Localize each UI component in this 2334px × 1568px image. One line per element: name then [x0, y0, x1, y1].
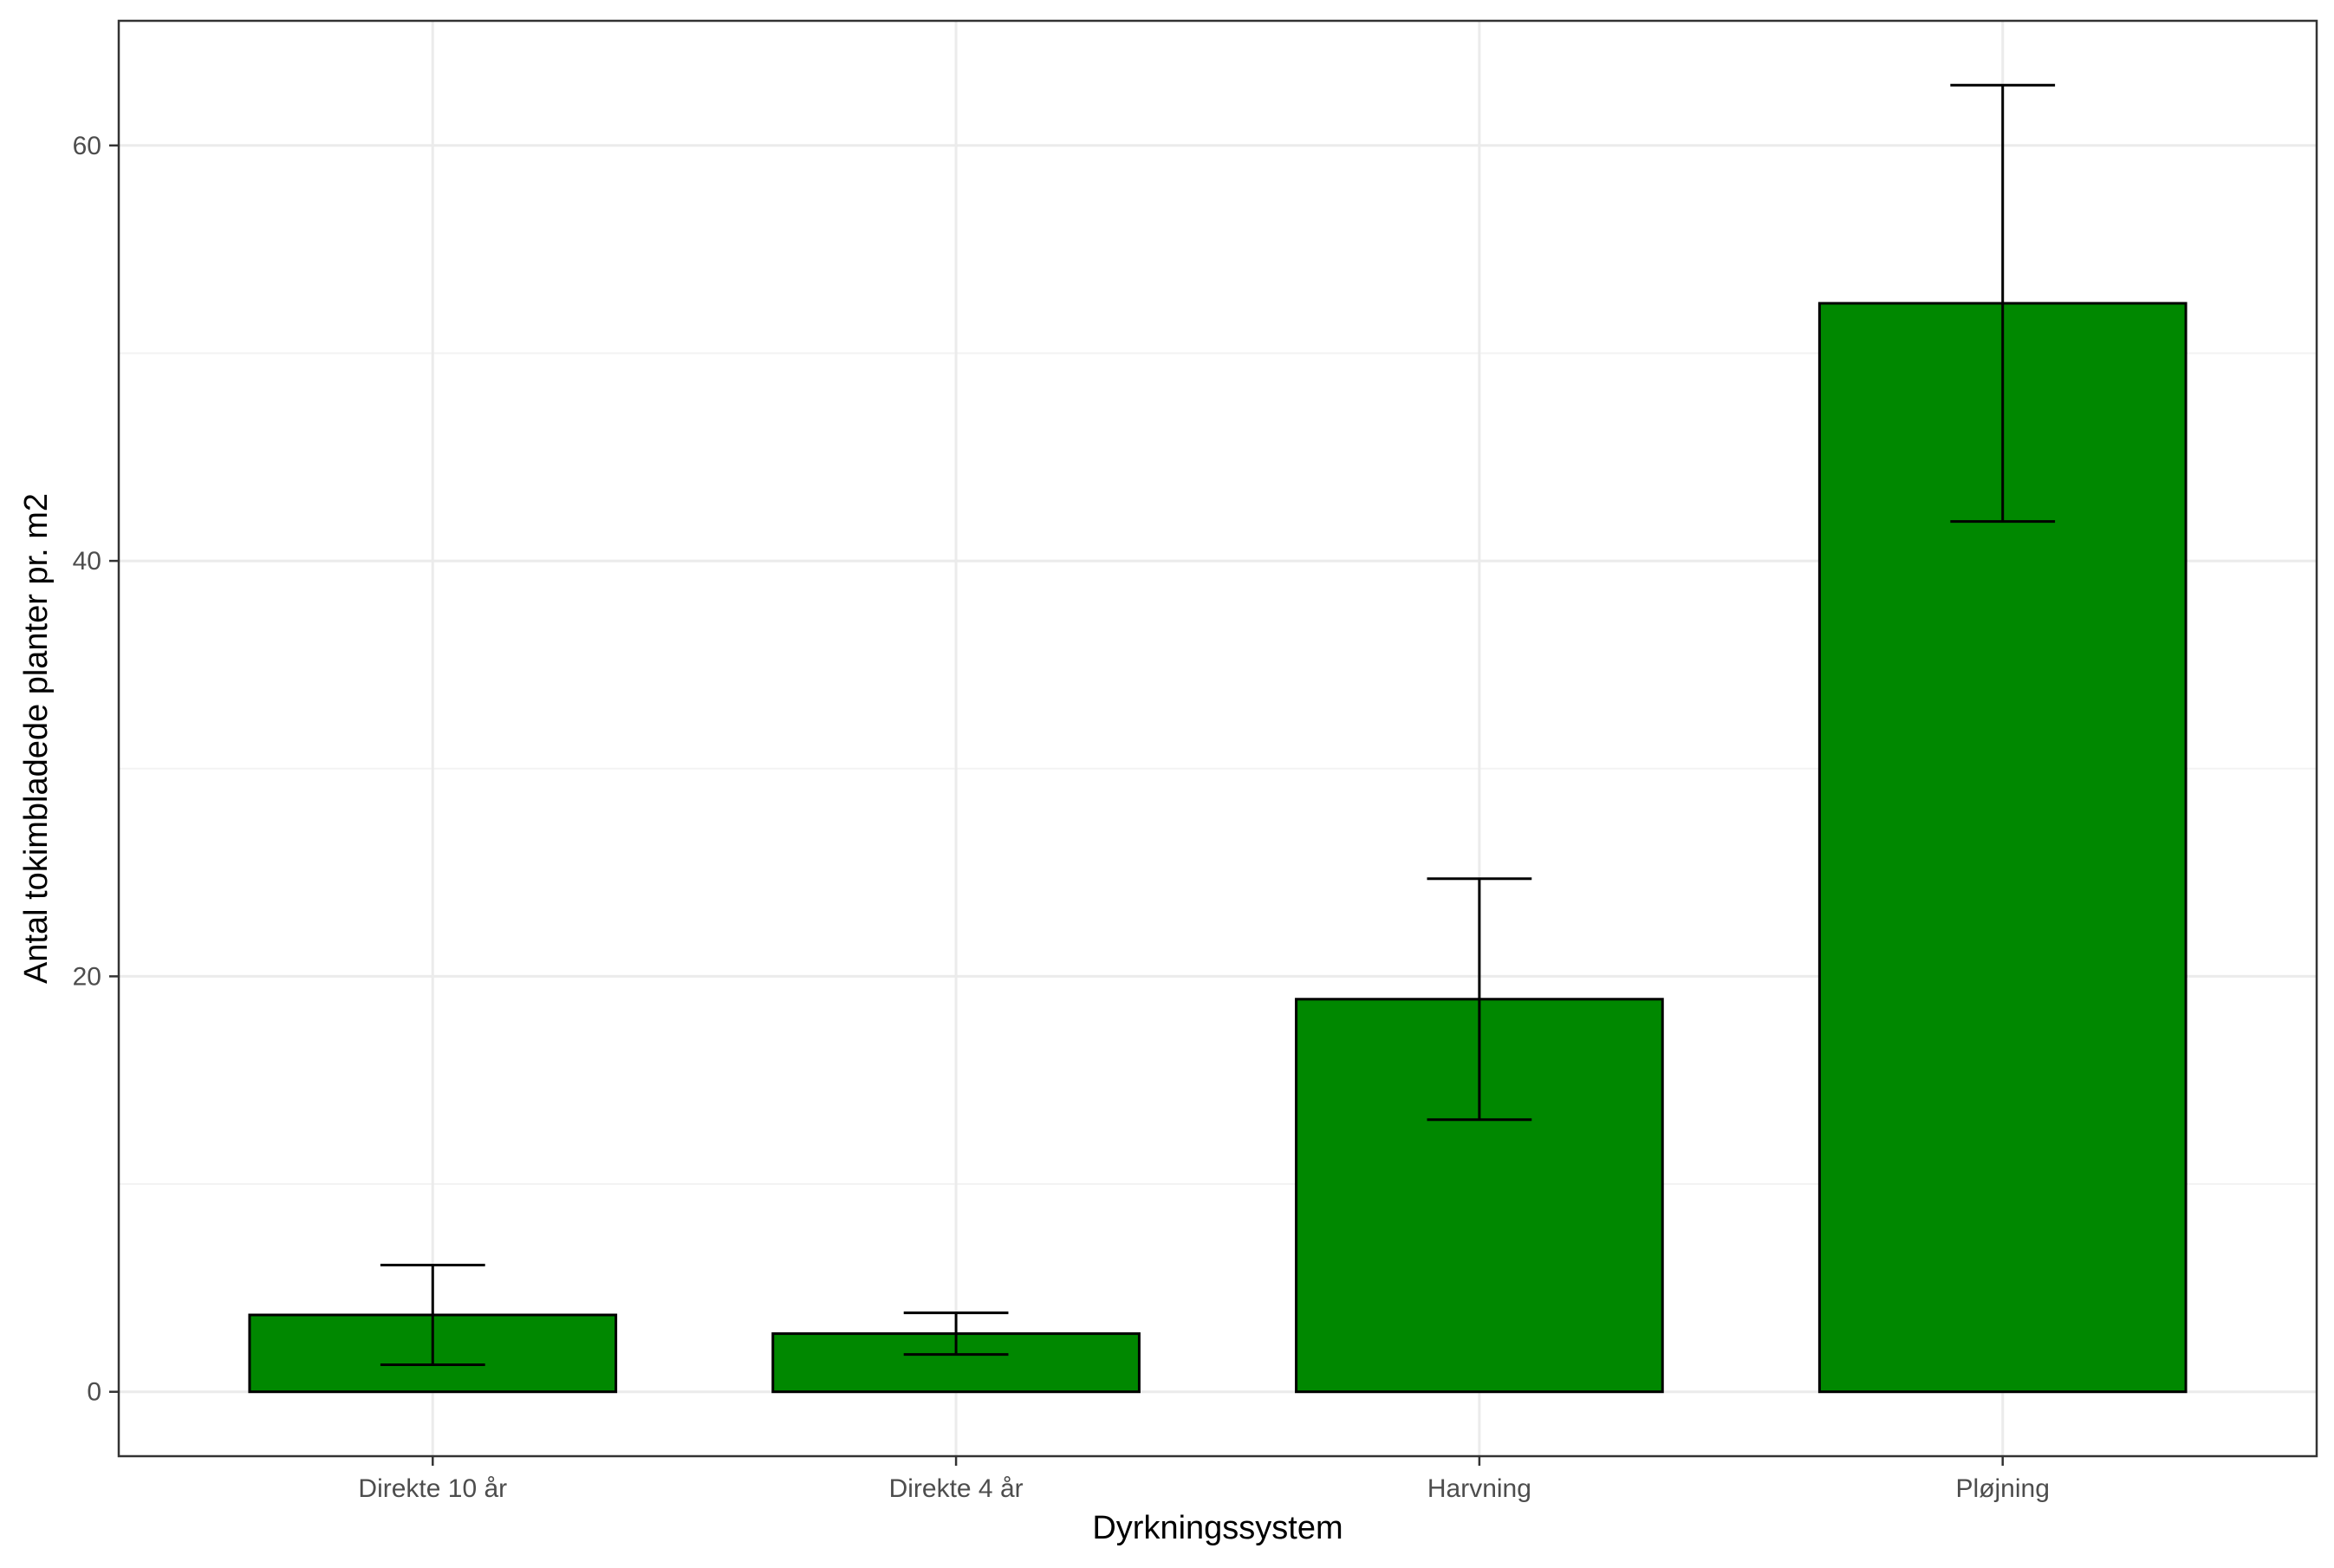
- axes: 0 20 40 60 Direkte 10 år Direkte 4 år Harvning…: [73, 132, 2050, 1503]
- x-axis-title: Dyrkningssystem: [1092, 1510, 1343, 1546]
- bars: [248, 302, 2188, 1394]
- y-tick-label: 0: [87, 1378, 101, 1407]
- y-tick-label: 40: [73, 547, 101, 576]
- y-tick-label: 60: [73, 132, 101, 160]
- x-tick-label: Harvning: [1427, 1474, 1531, 1503]
- x-tick-label: Pløjning: [1956, 1474, 2050, 1503]
- error-bars: [380, 83, 2056, 1367]
- y-axis-title: Antal tokimbladede planter pr. m2: [18, 493, 55, 984]
- panel-border: [117, 19, 2318, 1458]
- x-tick-label: Direkte 10 år: [358, 1474, 507, 1503]
- x-tick-label: Direkte 4 år: [889, 1474, 1024, 1503]
- y-tick-label: 20: [73, 962, 101, 991]
